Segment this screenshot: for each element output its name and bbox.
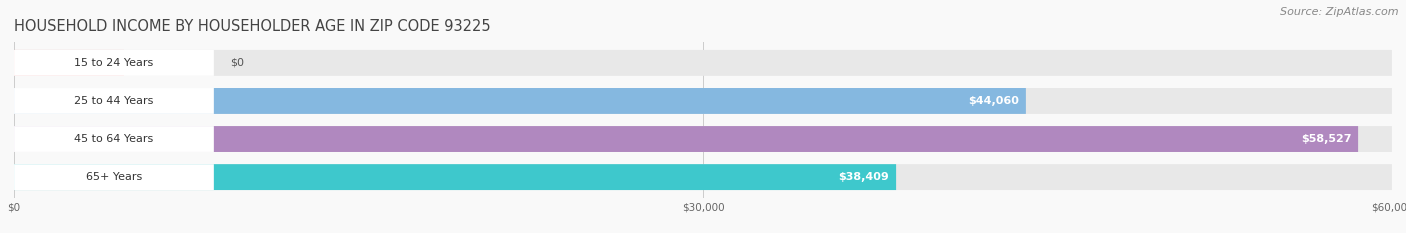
Text: $44,060: $44,060 (969, 96, 1019, 106)
FancyBboxPatch shape (14, 50, 1392, 76)
Text: 15 to 24 Years: 15 to 24 Years (75, 58, 153, 68)
Text: Source: ZipAtlas.com: Source: ZipAtlas.com (1281, 7, 1399, 17)
Text: 25 to 44 Years: 25 to 44 Years (75, 96, 153, 106)
FancyBboxPatch shape (14, 88, 1026, 114)
FancyBboxPatch shape (14, 164, 896, 190)
FancyBboxPatch shape (14, 50, 214, 76)
FancyBboxPatch shape (14, 126, 214, 152)
FancyBboxPatch shape (14, 126, 1358, 152)
Text: HOUSEHOLD INCOME BY HOUSEHOLDER AGE IN ZIP CODE 93225: HOUSEHOLD INCOME BY HOUSEHOLDER AGE IN Z… (14, 19, 491, 34)
FancyBboxPatch shape (14, 164, 214, 190)
Text: $0: $0 (231, 58, 245, 68)
FancyBboxPatch shape (14, 88, 214, 114)
Text: $38,409: $38,409 (838, 172, 889, 182)
FancyBboxPatch shape (14, 126, 1392, 152)
FancyBboxPatch shape (14, 164, 1392, 190)
Text: $58,527: $58,527 (1301, 134, 1351, 144)
Text: 65+ Years: 65+ Years (86, 172, 142, 182)
Text: 45 to 64 Years: 45 to 64 Years (75, 134, 153, 144)
FancyBboxPatch shape (14, 50, 124, 76)
FancyBboxPatch shape (14, 88, 1392, 114)
